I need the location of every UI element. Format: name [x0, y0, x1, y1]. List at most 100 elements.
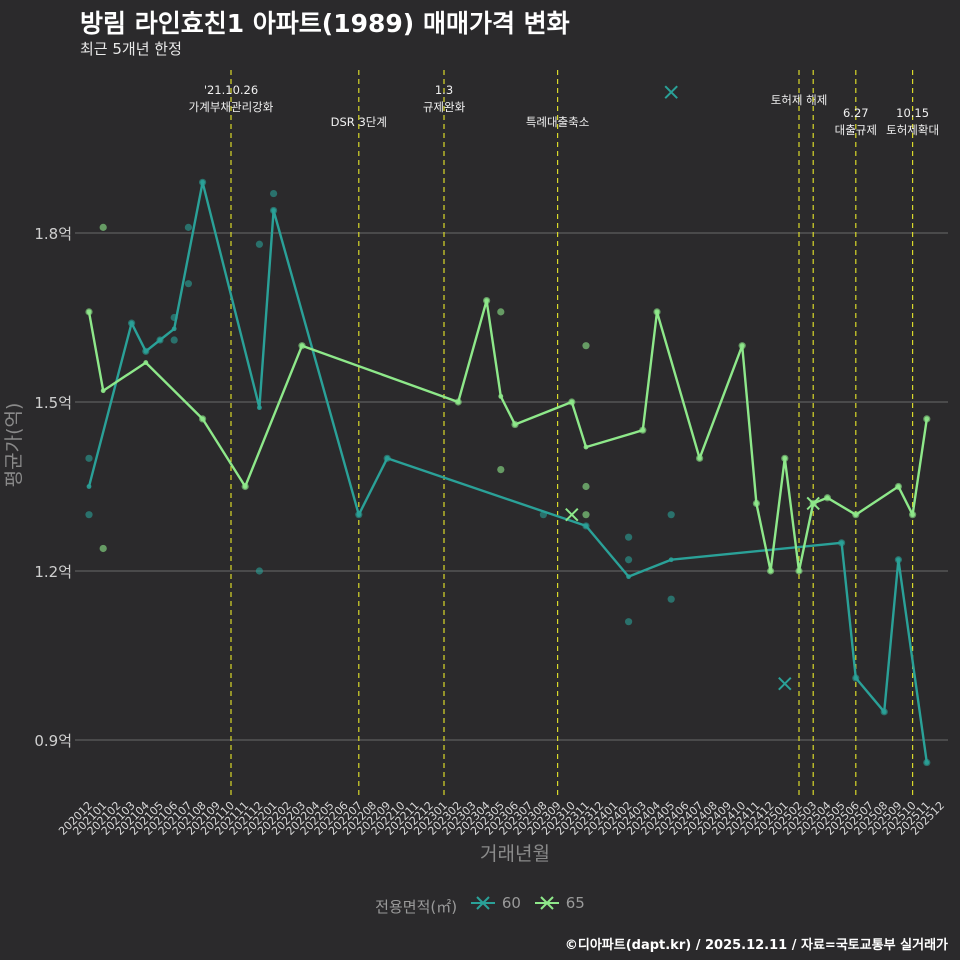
line-vertex-60 [853, 675, 859, 681]
series-line-60 [87, 181, 928, 763]
data-point-60 [255, 567, 263, 575]
legend-label-60: 60 [501, 894, 521, 912]
x-axis-label: 거래년월 [480, 843, 550, 865]
legend-key-60-icon [470, 896, 495, 910]
line-vertex-60 [668, 557, 674, 563]
line-vertex-65 [200, 416, 206, 422]
policy-event-label: 토허제 해제 [771, 93, 828, 107]
cancelled-deal-marker-65 [806, 496, 820, 511]
data-point-60 [184, 223, 192, 231]
policy-event-label: '21.10.26 [204, 83, 258, 97]
data-point-60 [85, 454, 93, 462]
policy-event-label: 10.15 [896, 106, 929, 120]
line-vertex-65 [924, 416, 930, 422]
series-line-65 [87, 299, 928, 573]
line-vertex-60 [356, 512, 362, 518]
line-vertex-65 [512, 422, 518, 427]
policy-event-label: 대출규제 [835, 123, 877, 137]
line-vertex-65 [739, 343, 745, 349]
policy-event-label: 토허제확대 [886, 123, 939, 137]
policy-event-label: 1.3 [435, 83, 453, 97]
line-vertex-65 [100, 388, 106, 394]
data-point-65 [582, 342, 590, 350]
line-vertex-65 [896, 484, 901, 489]
series-layer [85, 85, 931, 767]
line-vertex-60 [839, 540, 844, 546]
line-vertex-65 [910, 512, 915, 518]
line-vertex-60 [896, 557, 901, 563]
cancel-stroke [806, 496, 820, 511]
data-point-60 [667, 511, 675, 519]
cancelled-deal-marker-60 [778, 676, 792, 691]
data-point-60 [170, 336, 178, 344]
policy-event-label: DSR 3단계 [331, 115, 387, 129]
line-vertex-60 [271, 208, 276, 213]
policy-event-label: 가계부채관리강화 [189, 100, 274, 114]
line-vertex-65 [242, 484, 248, 489]
data-point-60 [270, 189, 278, 198]
line-vertex-60 [200, 179, 206, 185]
data-point-60 [625, 533, 633, 541]
data-point-65 [497, 308, 505, 316]
data-point-60 [539, 511, 548, 519]
y-tick-label: 1.2억 [34, 563, 72, 581]
line-vertex-60 [86, 484, 92, 489]
line-vertex-60 [171, 326, 177, 332]
line-vertex-60 [257, 405, 262, 411]
line-vertex-65 [697, 455, 702, 461]
legend-title: 전용면적(㎡) [375, 898, 458, 916]
line-vertex-65 [299, 343, 305, 349]
policy-event-label: 6.27 [843, 106, 869, 120]
cancelled-deal-marker-65 [565, 507, 579, 522]
data-point-65 [582, 511, 590, 519]
line-vertex-65 [654, 309, 660, 315]
line-vertex-65 [143, 360, 149, 365]
data-point-65 [99, 223, 107, 231]
legend-key-65-icon [534, 896, 559, 910]
line-vertex-65 [796, 568, 802, 574]
data-point-65 [497, 466, 505, 474]
data-point-60 [255, 240, 263, 248]
line-vertex-60 [384, 455, 390, 461]
y-tick-label: 1.5억 [34, 394, 72, 412]
legend-item-65: 65 [534, 894, 585, 912]
data-point-60 [667, 595, 675, 603]
chart-subtitle: 최근 5개년 한정 [80, 40, 182, 58]
cancel-stroke [778, 676, 792, 691]
legend: 전용면적(㎡) 60 65 [0, 894, 960, 917]
chart-title: 방림 라인효친1 아파트(1989) 매매가격 변화 [80, 9, 570, 38]
cancel-stroke [664, 85, 678, 99]
cancel-stroke [565, 507, 579, 522]
line-vertex-60 [157, 337, 163, 343]
y-tick-label: 0.9억 [34, 732, 72, 750]
line-vertex-60 [924, 760, 930, 765]
line-vertex-60 [583, 523, 589, 529]
data-point-60 [170, 313, 178, 322]
line-vertex-65 [498, 393, 504, 399]
line-vertex-60 [129, 320, 135, 326]
line-vertex-60 [881, 709, 887, 715]
axis-layer: 0.9억1.2억1.5억1.8억202012202101202102202103… [34, 225, 947, 838]
line-vertex-65 [640, 427, 646, 433]
line-vertex-65 [86, 309, 92, 315]
line-vertex-65 [583, 444, 589, 450]
policy-event-label: 규제완화 [423, 100, 466, 114]
cancelled-deal-marker-60 [664, 85, 678, 99]
line-vertex-65 [754, 501, 759, 506]
y-tick-label: 1.8억 [34, 225, 72, 243]
line-vertex-65 [782, 455, 788, 461]
data-point-60 [625, 618, 633, 626]
data-point-60 [184, 280, 192, 288]
source-caption: ©디아파트(dapt.kr) / 2025.12.11 / 자료=국토교통부 실… [564, 938, 948, 953]
data-point-60 [85, 511, 93, 519]
data-point-65 [582, 482, 590, 491]
data-point-60 [625, 556, 633, 564]
policy-event-label: 특례대출축소 [526, 115, 589, 129]
line-vertex-60 [626, 574, 631, 580]
data-point-65 [99, 544, 107, 553]
line-vertex-65 [853, 512, 859, 518]
line-vertex-65 [825, 495, 830, 501]
line-vertex-65 [455, 399, 461, 405]
